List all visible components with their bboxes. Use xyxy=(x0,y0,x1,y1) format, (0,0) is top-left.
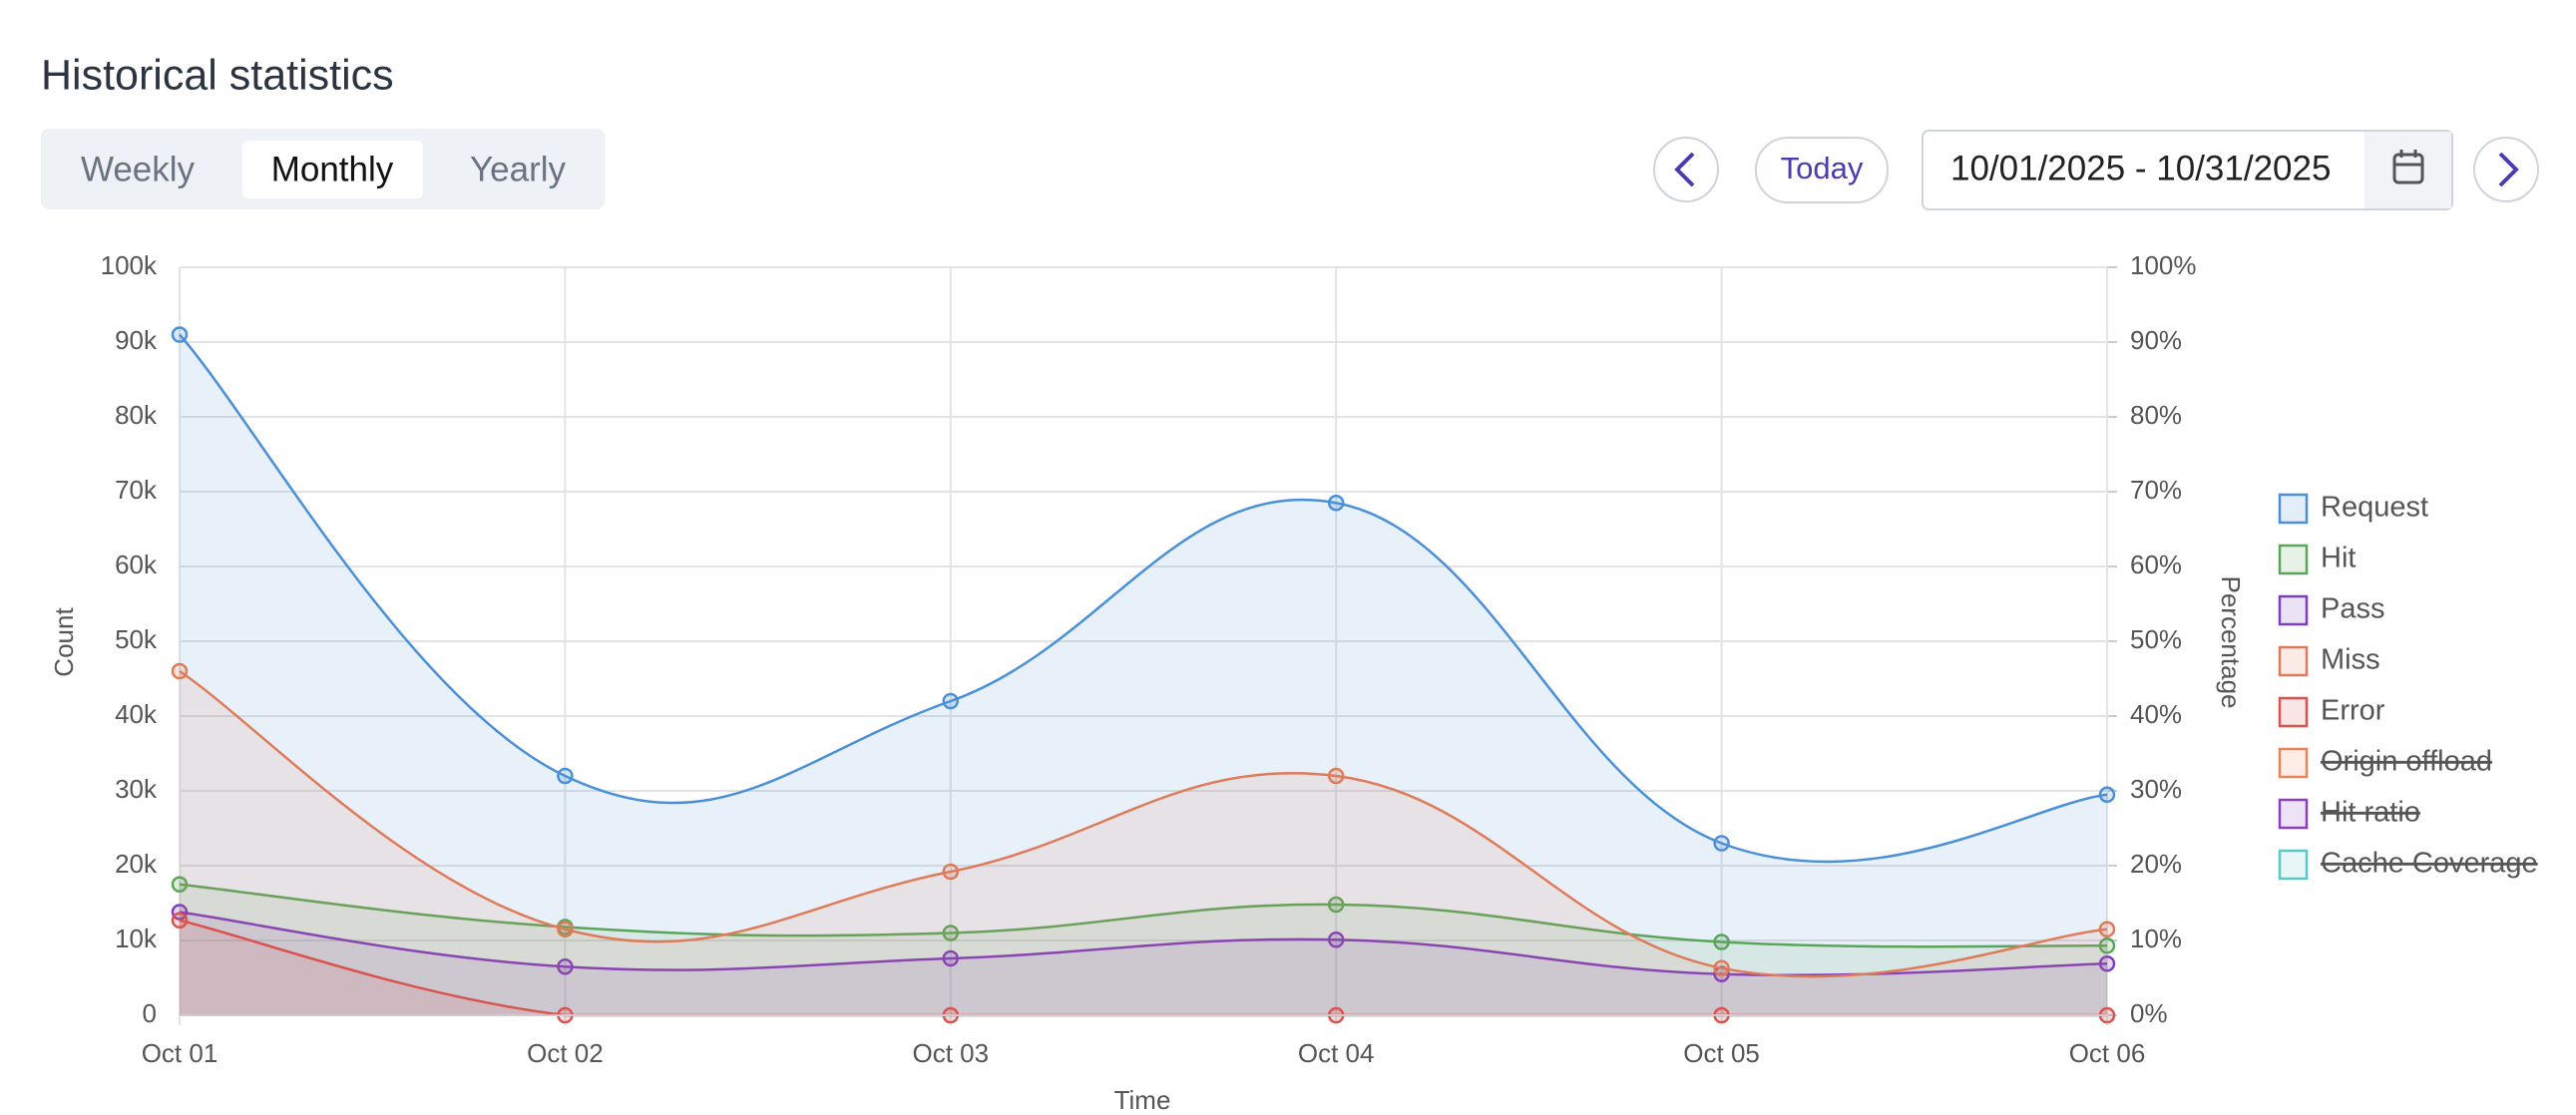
y-tick-label: 30k xyxy=(115,774,158,804)
legend-label[interactable]: Error xyxy=(2321,695,2385,727)
y-tick-label: 40k xyxy=(115,699,158,729)
x-tick-label: Oct 04 xyxy=(1298,1038,1375,1068)
area xyxy=(180,920,2107,1015)
legend-label[interactable]: Miss xyxy=(2321,644,2380,676)
y-tick-label: 50k xyxy=(115,624,158,654)
legend-swatch xyxy=(2278,544,2309,575)
y-tick-label: 70k xyxy=(115,475,158,505)
y-tick-label: 20k xyxy=(115,849,158,879)
tab[interactable]: Monthly xyxy=(271,150,394,188)
area xyxy=(180,671,2107,1015)
legend-swatch xyxy=(2278,696,2309,728)
area xyxy=(180,912,2107,1015)
x-tick-label: Oct 01 xyxy=(142,1038,218,1068)
y2-tick-label: 50% xyxy=(2130,624,2182,654)
y2-tick-label: 10% xyxy=(2130,924,2182,953)
legend-label[interactable]: Hit xyxy=(2321,543,2356,574)
legend-label[interactable]: Hit ratio xyxy=(2321,797,2420,829)
y2-tick-label: 0% xyxy=(2130,998,2168,1028)
area xyxy=(180,884,2107,1015)
y2-axis-label: Percentage xyxy=(2216,576,2246,709)
y-tick-label: 80k xyxy=(115,400,158,430)
legend-label[interactable]: Pass xyxy=(2321,593,2384,625)
calendar-icon xyxy=(2392,150,2424,185)
x-tick-label: Oct 02 xyxy=(527,1038,604,1068)
today-button[interactable] xyxy=(1755,137,1889,203)
point xyxy=(557,767,574,785)
point xyxy=(1713,959,1730,976)
y-tick-label: 0 xyxy=(143,998,157,1028)
point xyxy=(2098,955,2116,972)
legend-label[interactable]: Cache Coverage xyxy=(2321,848,2538,880)
legend-swatch xyxy=(2278,493,2309,525)
line xyxy=(179,669,2108,978)
page-title: Historical statistics xyxy=(41,51,394,99)
y-tick-label: 100k xyxy=(101,250,158,280)
x-tick-label: Oct 06 xyxy=(2069,1038,2146,1068)
point xyxy=(1327,931,1345,948)
point xyxy=(1713,835,1730,852)
legend-swatch xyxy=(2278,849,2309,881)
x-tick-label: Oct 05 xyxy=(1683,1038,1760,1068)
legend-swatch xyxy=(2278,798,2309,830)
point xyxy=(942,863,960,881)
point xyxy=(1327,495,1345,512)
point xyxy=(171,912,189,929)
y2-tick-label: 80% xyxy=(2130,400,2182,430)
tab[interactable]: Yearly xyxy=(470,150,566,188)
line xyxy=(179,333,2108,864)
date-range: 10/01/2025 - 10/31/2025 xyxy=(1950,149,2331,187)
point xyxy=(171,876,189,893)
point xyxy=(171,326,189,343)
tab[interactable]: Weekly xyxy=(81,150,196,188)
legend-swatch xyxy=(2278,594,2309,626)
point xyxy=(557,921,574,937)
point xyxy=(1713,933,1730,950)
point xyxy=(1327,767,1345,785)
next-icon xyxy=(2498,152,2519,187)
x-tick-label: Oct 03 xyxy=(913,1038,990,1068)
legend-label[interactable]: Request xyxy=(2321,492,2428,524)
next-button[interactable] xyxy=(2473,137,2539,202)
legend-label[interactable]: Origin offload xyxy=(2321,746,2492,778)
point xyxy=(2098,937,2116,954)
y2-tick-label: 90% xyxy=(2130,325,2182,355)
point xyxy=(2098,921,2116,937)
tab-active-bg xyxy=(242,141,423,198)
today-label: Today xyxy=(1781,151,1864,186)
y-tick-label: 10k xyxy=(115,924,158,953)
point xyxy=(1327,896,1345,914)
legend-swatch xyxy=(2278,747,2309,779)
y2-tick-label: 40% xyxy=(2130,699,2182,729)
calendar-button[interactable] xyxy=(2364,132,2451,208)
prev-icon xyxy=(1674,152,1695,187)
date-input[interactable] xyxy=(1922,130,2453,210)
point xyxy=(2098,786,2116,803)
point xyxy=(942,925,960,941)
area xyxy=(180,334,2107,1015)
x-axis-label: Time xyxy=(1114,1085,1171,1115)
y2-tick-label: 30% xyxy=(2130,774,2182,804)
y-tick-label: 60k xyxy=(115,550,158,579)
y-tick-label: 90k xyxy=(115,325,158,355)
point xyxy=(557,958,574,975)
prev-button[interactable] xyxy=(1653,137,1719,202)
legend-swatch xyxy=(2278,645,2309,677)
point xyxy=(942,949,960,967)
point xyxy=(942,692,960,710)
y2-tick-label: 60% xyxy=(2130,550,2182,579)
y2-tick-label: 100% xyxy=(2130,250,2197,280)
point xyxy=(171,662,189,680)
line xyxy=(179,883,2108,948)
y-axis-label: Count xyxy=(49,607,79,677)
y2-tick-label: 20% xyxy=(2130,849,2182,879)
y2-tick-label: 70% xyxy=(2130,475,2182,505)
